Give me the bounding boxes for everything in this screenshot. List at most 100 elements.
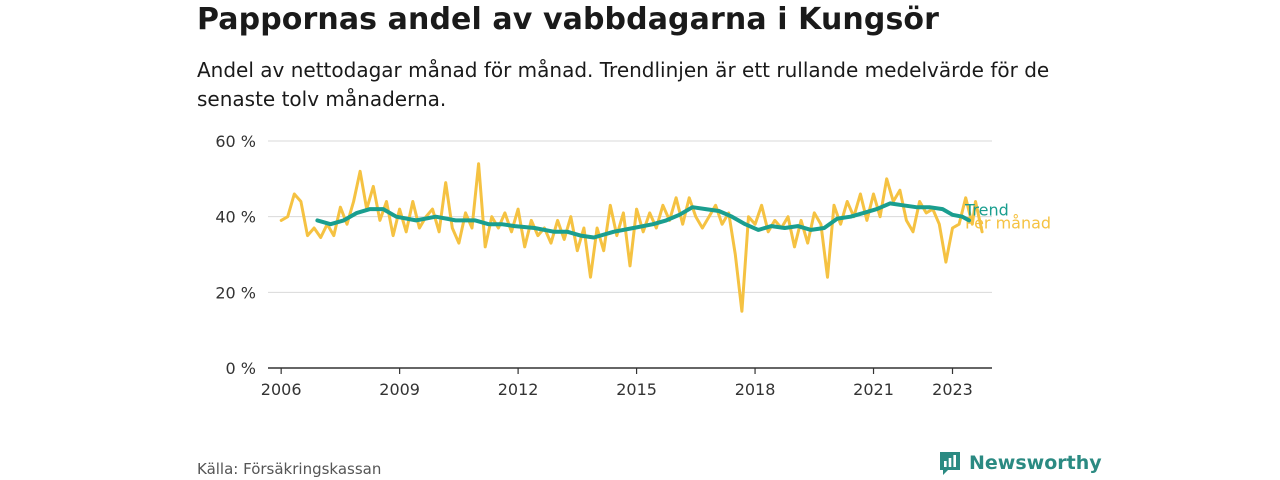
data-point xyxy=(355,211,359,215)
newsworthy-icon xyxy=(940,452,960,475)
data-point xyxy=(418,227,421,229)
data-point xyxy=(566,230,569,234)
data-point xyxy=(898,189,901,192)
data-point xyxy=(513,224,517,228)
data-point xyxy=(394,215,398,219)
series-label-monthly: Per månad xyxy=(965,214,1051,233)
data-point xyxy=(822,226,826,230)
data-point xyxy=(332,234,335,237)
data-point xyxy=(398,208,401,211)
data-point xyxy=(833,204,835,207)
data-point xyxy=(642,230,645,233)
brand-name: Newsworthy xyxy=(969,452,1102,474)
data-point xyxy=(960,215,964,219)
series-line-monthly xyxy=(279,162,984,313)
data-point xyxy=(609,204,612,207)
data-point xyxy=(760,204,763,207)
data-point xyxy=(754,223,757,226)
data-point xyxy=(392,234,395,237)
data-point xyxy=(800,219,803,222)
data-point xyxy=(385,200,388,203)
data-point xyxy=(661,204,664,207)
data-point xyxy=(938,223,941,226)
data-point xyxy=(552,230,556,234)
series-points-monthly xyxy=(280,162,984,313)
data-point xyxy=(783,226,787,230)
data-point xyxy=(849,215,852,219)
data-point xyxy=(651,222,655,226)
data-point xyxy=(299,200,302,203)
data-point xyxy=(381,207,385,211)
data-point xyxy=(378,219,381,222)
data-point xyxy=(681,223,684,226)
data-point xyxy=(582,227,585,229)
data-point xyxy=(313,227,316,229)
data-point xyxy=(477,162,480,165)
data-point xyxy=(550,242,552,245)
data-point xyxy=(951,213,954,217)
data-point xyxy=(958,223,961,226)
data-point xyxy=(629,264,631,267)
data-point xyxy=(839,223,842,226)
data-point xyxy=(497,227,500,229)
data-point xyxy=(859,193,862,195)
data-point xyxy=(835,217,839,221)
data-point xyxy=(622,211,625,214)
data-point xyxy=(918,200,921,203)
data-point xyxy=(434,215,438,219)
y-tick-label: 40 % xyxy=(215,208,256,227)
chart-title: Pappornas andel av vabbdagarna i Kungsör xyxy=(197,2,940,37)
data-point xyxy=(704,207,708,211)
data-point xyxy=(454,218,458,222)
data-point xyxy=(286,215,289,218)
data-point xyxy=(875,207,879,211)
data-point xyxy=(484,245,487,248)
data-point xyxy=(329,222,332,226)
data-point xyxy=(414,218,418,222)
data-point xyxy=(576,249,579,252)
data-point xyxy=(888,201,892,205)
data-point xyxy=(405,230,408,233)
x-tick-label: 2009 xyxy=(379,380,420,399)
x-tick-label: 2018 xyxy=(735,380,776,399)
data-point xyxy=(675,196,678,199)
data-point xyxy=(813,211,816,214)
data-point xyxy=(747,215,750,218)
data-point xyxy=(592,236,596,239)
data-point xyxy=(451,227,454,229)
data-point xyxy=(517,208,520,211)
data-point xyxy=(315,218,319,222)
data-point xyxy=(602,249,605,252)
data-point xyxy=(444,181,447,184)
data-point xyxy=(912,230,914,233)
data-point xyxy=(714,204,717,207)
data-point xyxy=(717,209,721,213)
data-point xyxy=(339,206,342,209)
data-point xyxy=(981,230,984,233)
source-note: Källa: Försäkringskassan xyxy=(197,460,382,478)
data-point xyxy=(793,245,796,248)
brand-logo[interactable]: Newsworthy xyxy=(938,450,1102,476)
data-point xyxy=(694,215,697,218)
data-point xyxy=(563,238,566,241)
data-point xyxy=(306,234,309,237)
data-point xyxy=(536,234,539,237)
data-point xyxy=(701,227,704,229)
data-point xyxy=(510,230,513,233)
data-point xyxy=(846,200,849,203)
data-point xyxy=(964,196,967,199)
data-point xyxy=(411,200,414,203)
data-point xyxy=(431,208,434,211)
data-point xyxy=(734,253,737,256)
data-point xyxy=(951,227,954,229)
data-point xyxy=(655,227,658,229)
data-point xyxy=(471,227,473,229)
data-point xyxy=(579,234,583,238)
data-point xyxy=(819,223,822,226)
series-points-trend xyxy=(315,201,971,239)
data-point xyxy=(280,219,283,222)
data-point xyxy=(569,215,572,218)
data-point xyxy=(806,242,809,245)
data-point xyxy=(901,203,905,207)
data-point xyxy=(457,242,460,245)
